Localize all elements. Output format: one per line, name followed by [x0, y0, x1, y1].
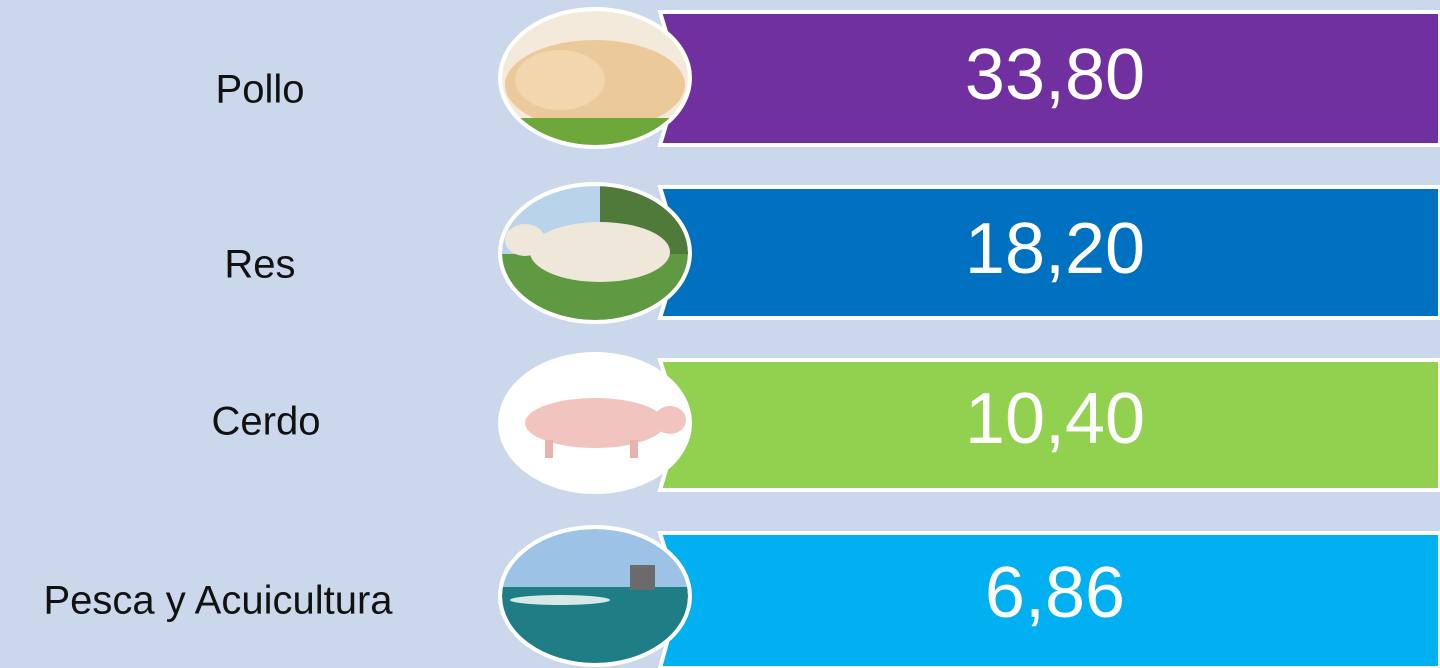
image-pig — [500, 354, 690, 492]
row-value: 6,86 — [985, 553, 1125, 633]
row-label: Res — [224, 243, 295, 287]
row-value: 18,20 — [965, 209, 1145, 289]
row-label: Cerdo — [212, 400, 321, 444]
image-cow — [500, 184, 690, 322]
ovals-border — [498, 7, 692, 667]
row-value: 33,80 — [965, 35, 1145, 115]
row-label: Pollo — [216, 68, 305, 112]
image-chicken — [500, 9, 690, 147]
row-value: 10,40 — [965, 379, 1145, 459]
row-label: Pesca y Acuicultura — [43, 579, 393, 623]
